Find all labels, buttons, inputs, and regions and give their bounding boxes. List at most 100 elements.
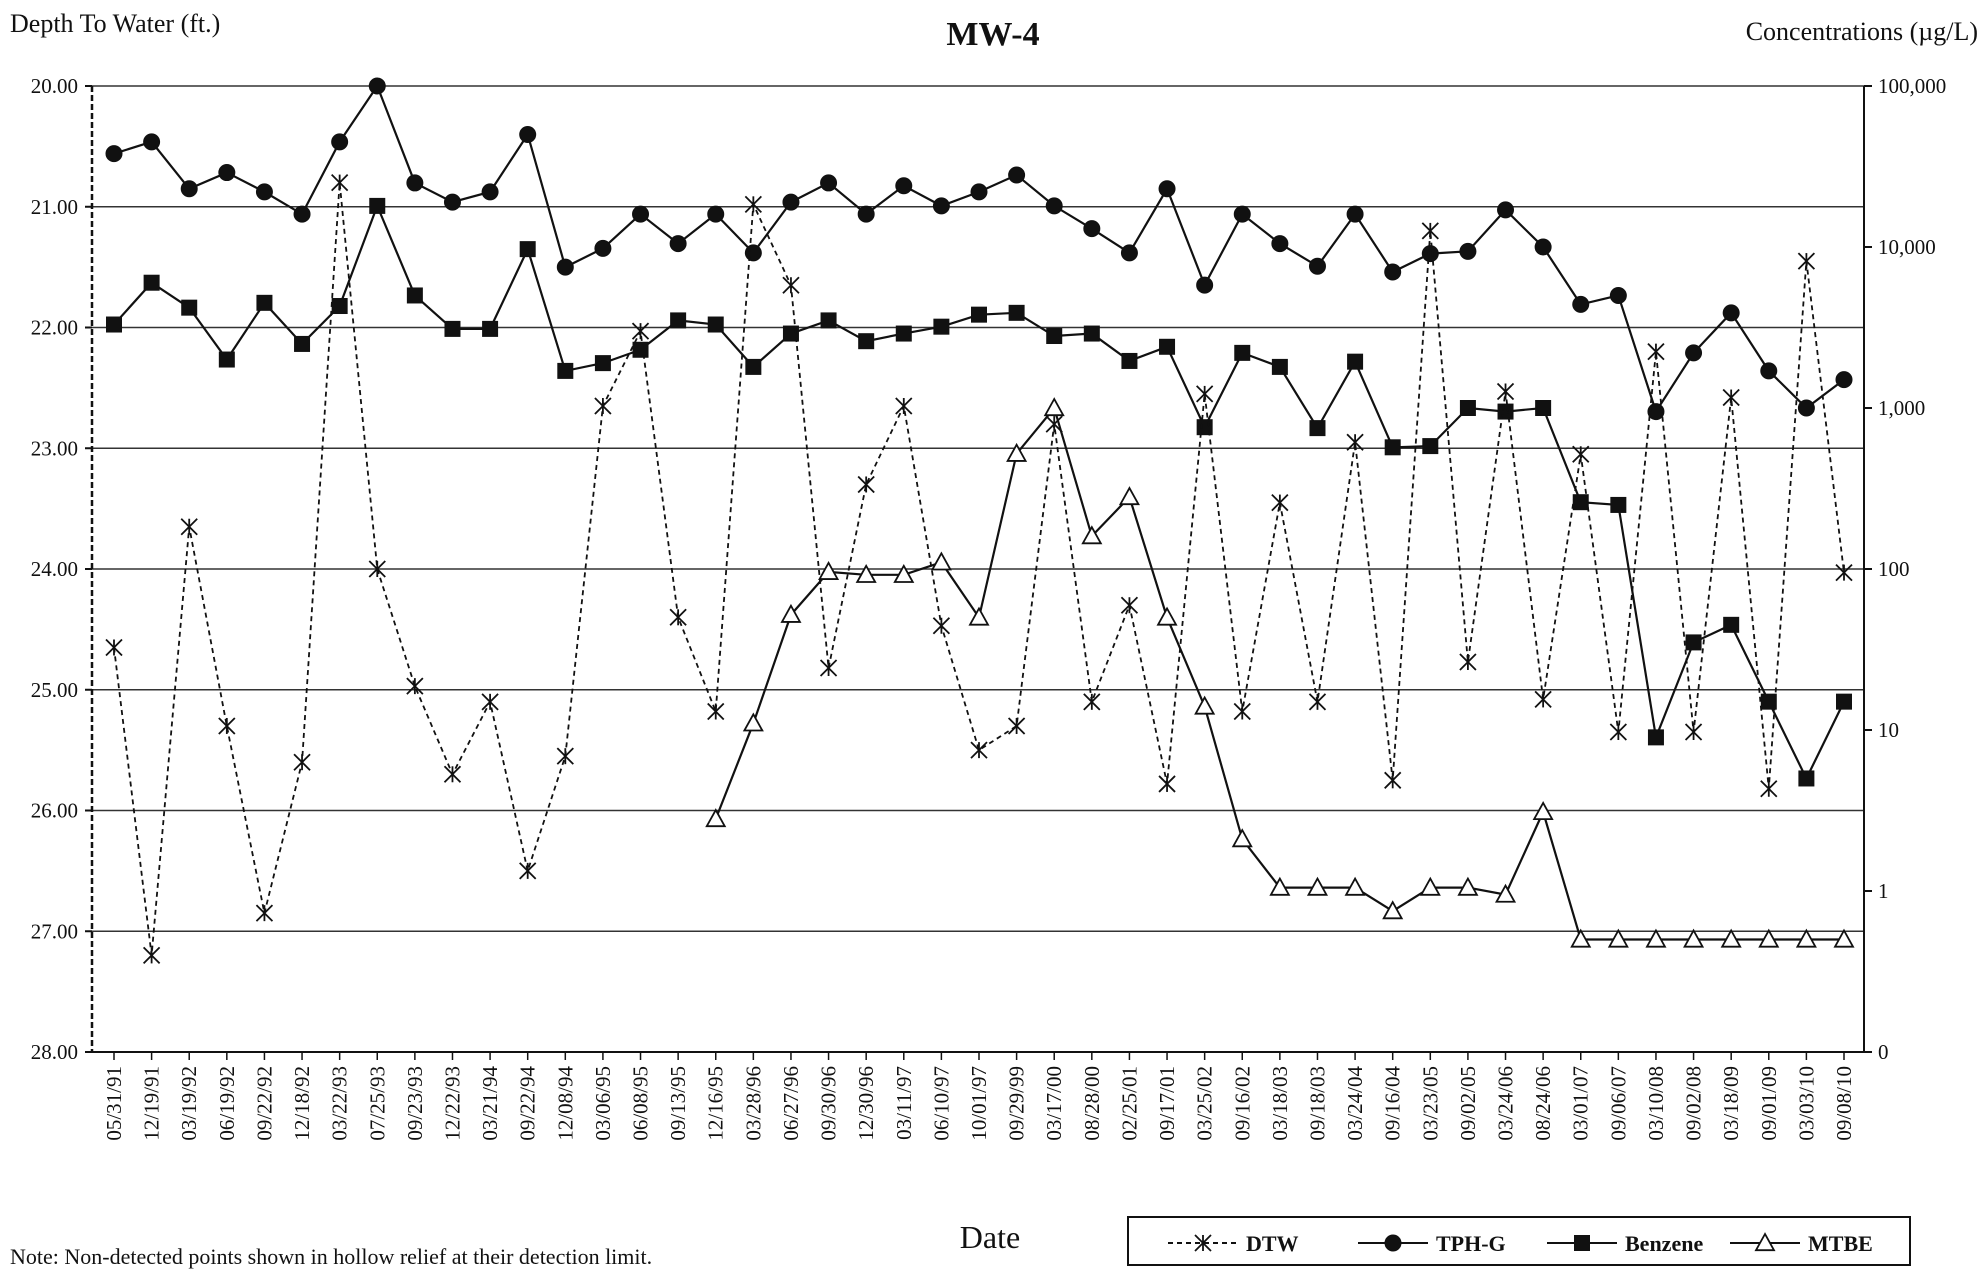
data-point	[443, 193, 461, 211]
x-tick-label: 09/13/95	[666, 1066, 690, 1141]
data-point	[1833, 928, 1855, 948]
x-tick-label: 09/16/04	[1381, 1066, 1405, 1141]
data-point	[1083, 325, 1100, 342]
data-point	[1271, 493, 1289, 512]
data-point	[1196, 385, 1214, 403]
data-point	[1610, 496, 1627, 513]
x-tick-label: 12/16/95	[704, 1066, 728, 1141]
x-tick-label: 09/01/09	[1757, 1066, 1781, 1141]
x-tick-labels: 05/31/91 12/19/91 03/19/92 06/19/92 09/22/92…	[102, 1066, 1856, 1141]
data-point	[782, 276, 800, 294]
data-point	[1194, 695, 1216, 715]
data-point	[895, 177, 913, 195]
left-tick-label: 27.00	[31, 919, 78, 943]
right-tick-label: 10,000	[1878, 235, 1936, 259]
data-point	[1233, 205, 1251, 223]
data-point	[742, 712, 764, 732]
data-point	[1572, 445, 1590, 463]
data-point	[1346, 205, 1364, 223]
data-point	[1534, 238, 1552, 256]
x-tick-label: 09/23/93	[403, 1066, 427, 1141]
data-point	[1758, 928, 1780, 948]
data-point	[782, 193, 800, 211]
series-dtw	[105, 173, 1853, 965]
data-point	[482, 320, 499, 337]
data-point	[1007, 717, 1026, 735]
data-point	[632, 205, 650, 223]
data-point	[1572, 494, 1589, 511]
data-point	[142, 946, 161, 965]
x-tick-label: 12/18/92	[290, 1066, 314, 1141]
data-point	[406, 677, 424, 695]
legend-marker	[1194, 1234, 1212, 1252]
data-point	[331, 298, 348, 315]
data-point	[1347, 353, 1364, 370]
data-point	[1720, 928, 1742, 948]
series-line	[113, 182, 1845, 956]
data-point	[1722, 304, 1740, 322]
data-point	[1723, 616, 1740, 633]
data-point	[1459, 653, 1477, 671]
data-point	[1684, 723, 1703, 741]
data-point	[669, 608, 687, 626]
data-point	[369, 197, 386, 214]
data-point	[818, 561, 840, 580]
x-tick-label: 12/30/96	[854, 1066, 878, 1141]
data-point	[180, 180, 198, 198]
x-tick-label: 09/29/99	[1005, 1066, 1029, 1141]
data-point	[1008, 166, 1026, 184]
data-point	[1159, 338, 1176, 355]
legend-label: TPH-G	[1436, 1231, 1506, 1256]
data-point	[1497, 403, 1514, 420]
data-point	[1346, 433, 1364, 451]
data-point	[143, 133, 161, 151]
legend-box	[1127, 1216, 1911, 1266]
data-point	[406, 287, 423, 304]
x-tick-label: 09/02/08	[1682, 1066, 1706, 1141]
data-point	[1836, 693, 1852, 710]
x-tick-label: 03/10/08	[1644, 1066, 1668, 1141]
data-point	[1156, 606, 1178, 626]
data-point	[1797, 252, 1816, 270]
right-tick-label: 0	[1878, 1040, 1889, 1064]
legend-item-benzene: Benzene	[1547, 1231, 1703, 1256]
data-point	[1308, 693, 1327, 711]
data-point	[1158, 180, 1176, 198]
right-tick-label: 1,000	[1878, 396, 1925, 420]
x-tick-label: 03/11/97	[892, 1066, 916, 1140]
data-point	[556, 258, 574, 276]
x-tick-label: 03/19/92	[177, 1066, 201, 1141]
x-tick-label: 03/28/96	[741, 1066, 765, 1141]
data-point	[444, 320, 461, 337]
data-point	[1308, 257, 1326, 275]
data-point	[594, 239, 612, 257]
data-point	[1835, 371, 1853, 389]
data-point	[1120, 596, 1139, 614]
chart-note: Note: Non-detected points shown in hollo…	[10, 1244, 652, 1269]
data-point	[1045, 415, 1063, 433]
data-point	[331, 133, 349, 151]
data-point	[594, 397, 612, 415]
data-point	[368, 77, 386, 95]
data-point	[632, 341, 649, 358]
data-point	[857, 205, 875, 223]
data-point	[1269, 876, 1291, 896]
data-point	[857, 475, 875, 494]
data-point	[1233, 702, 1251, 721]
series-mtbe	[705, 397, 1855, 948]
data-point	[819, 659, 838, 677]
x-tick-label: 12/22/93	[440, 1066, 464, 1141]
x-tick-label: 09/16/02	[1230, 1066, 1254, 1141]
data-point	[895, 397, 913, 415]
data-point	[1607, 928, 1629, 948]
left-axis-label: Depth To Water (ft.)	[10, 9, 220, 38]
left-tick-label: 20.00	[31, 74, 78, 98]
x-tick-label: 03/18/09	[1719, 1066, 1743, 1141]
x-tick-label: 05/31/91	[102, 1066, 126, 1141]
data-point	[1835, 563, 1853, 582]
data-point	[406, 174, 424, 192]
data-point	[707, 702, 725, 721]
data-point	[707, 205, 725, 223]
x-tick-label: 03/24/04	[1343, 1066, 1367, 1141]
